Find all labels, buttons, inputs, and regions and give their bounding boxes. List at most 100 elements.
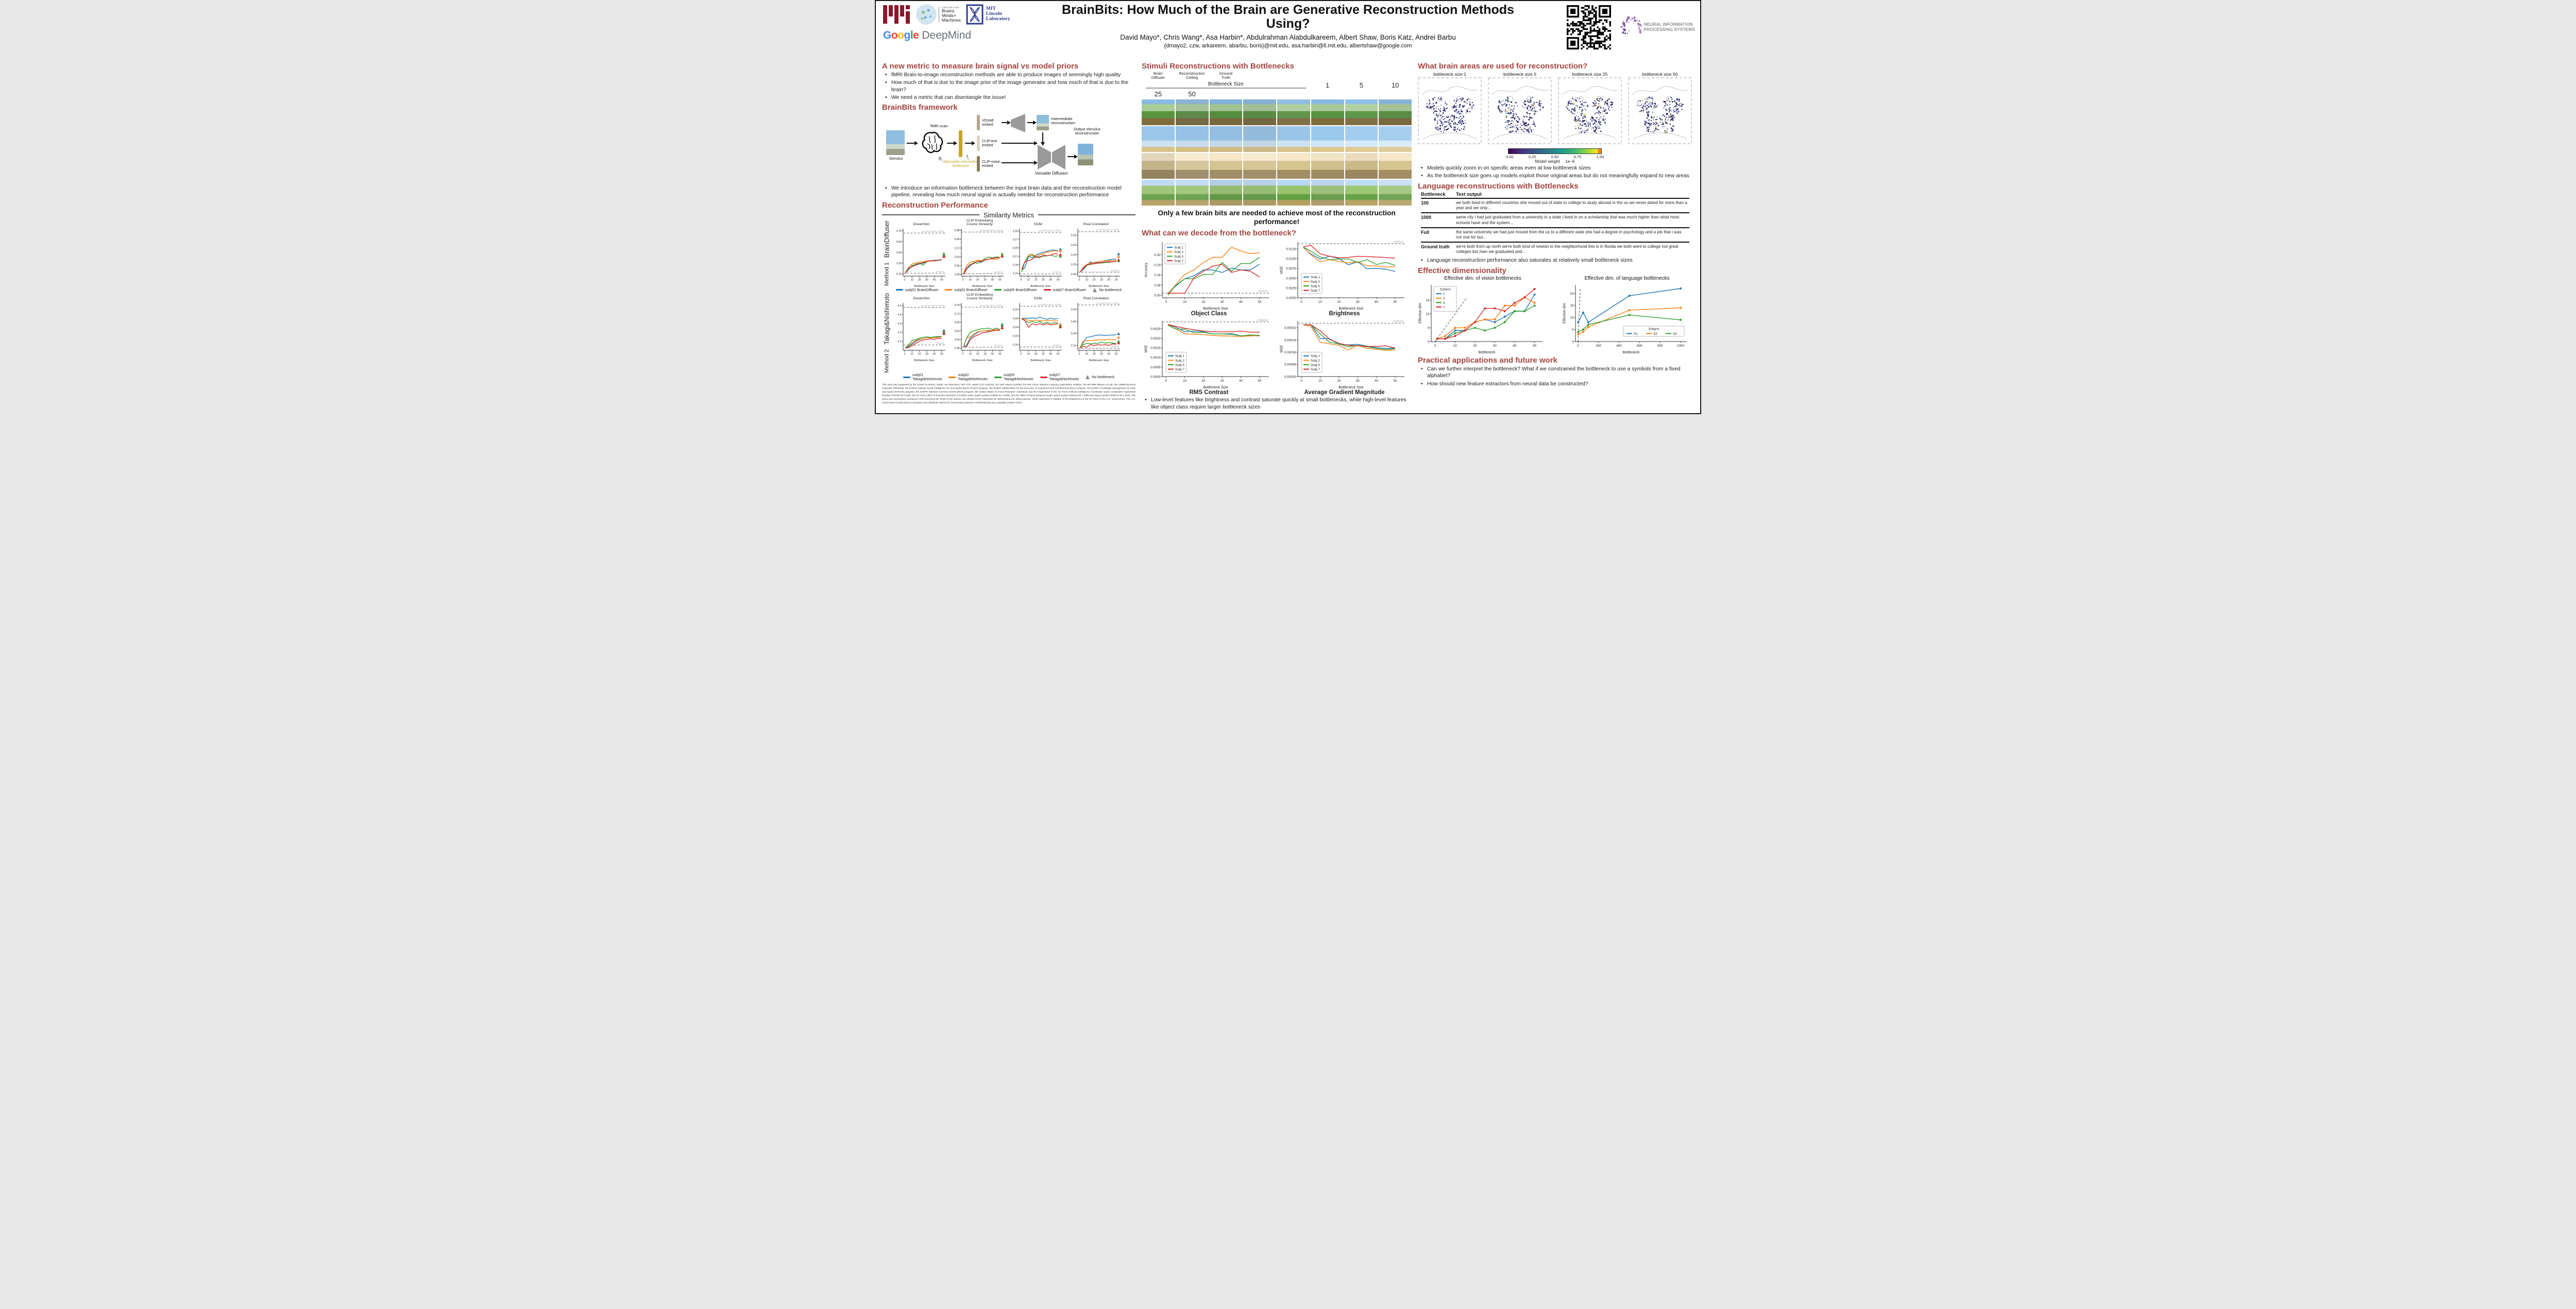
heading-effective-dim: Effective dimensionality (1418, 266, 1506, 275)
svg-text:30: 30 (1100, 352, 1103, 355)
svg-text:0.0020: 0.0020 (1150, 337, 1161, 341)
svg-text:0.0000: 0.0000 (1150, 376, 1161, 379)
mit-logo-icon (883, 5, 910, 24)
svg-text:Subj 2: Subj 2 (1311, 280, 1320, 284)
svg-text:0.0015: 0.0015 (1150, 347, 1161, 350)
svg-text:0.30: 0.30 (896, 262, 902, 265)
svg-text:10: 10 (1027, 352, 1030, 355)
stimulus-cell (1209, 126, 1243, 152)
brain-flatmap-svg (1418, 77, 1482, 144)
svg-text:1000: 1000 (1677, 344, 1685, 348)
bottleneck-size-value: 50 (1188, 90, 1196, 98)
stimulus-cell (1209, 99, 1243, 126)
brain-area-bullets: Models quickly zoom in on specific areas… (1420, 165, 1692, 180)
svg-text:0.72: 0.72 (955, 247, 960, 250)
chart-m2-ssim: SSIM 0.16 0.20 0.24 0.28 0.32 0 10 20 30 40 50 Bottl… (1009, 293, 1067, 373)
svg-text:Subj 7: Subj 7 (1175, 368, 1184, 371)
svg-text:50: 50 (940, 352, 943, 355)
colorbar-gradient (1508, 148, 1602, 154)
chart-caption: RMS Contrast (1189, 389, 1229, 396)
svg-text:30: 30 (1042, 278, 1045, 281)
chart-svg: 0.00 0.15 0.30 0.45 0.60 0 10 20 30 40 50 Bottlenec… (1071, 228, 1121, 288)
svg-text:0: 0 (962, 278, 963, 281)
stimulus-cell (1277, 153, 1310, 179)
language-table: Bottleneck Text output 100 we both lived … (1421, 191, 1690, 256)
heading-future-work: Practical applications and future work (1418, 356, 1557, 365)
versatile-diffusion-label: Versatile Diffusion (1035, 171, 1068, 176)
svg-text:Bottleneck Size: Bottleneck Size (1089, 359, 1109, 362)
svg-text:Subject: Subject (1648, 328, 1659, 331)
svg-text:10: 10 (1085, 352, 1088, 355)
svg-text:40: 40 (1049, 278, 1053, 281)
bottleneck-bar (959, 130, 962, 157)
stimulus-cell (1209, 153, 1243, 179)
svg-text:S3: S3 (1673, 332, 1677, 336)
svg-text:0.6: 0.6 (898, 304, 902, 308)
table-row: 1000 same city i had just graduated from … (1421, 213, 1690, 228)
svg-text:50: 50 (998, 278, 1002, 281)
svg-text:0.80: 0.80 (955, 238, 960, 241)
triangle-icon (1093, 287, 1097, 292)
svg-text:0.64: 0.64 (955, 256, 960, 259)
svg-text:15: 15 (1426, 299, 1430, 302)
svg-text:20: 20 (1093, 278, 1096, 281)
versatile-diffusion-left-shape (1038, 145, 1051, 169)
stimulus-cell (1175, 126, 1209, 152)
intermediate-label: Intermediate reconstruction (1051, 116, 1076, 126)
svg-text:5: 5 (1428, 327, 1430, 330)
svg-text:Effective dim: Effective dim (1563, 303, 1567, 324)
logo-block: CENTER FOR Brains Minds+ Machines MIT Li… (883, 4, 1038, 42)
svg-text:40: 40 (933, 278, 936, 281)
legend-item: subj02 BrainDiffuser (945, 287, 988, 292)
svg-text:200: 200 (1596, 344, 1602, 348)
svg-text:reconstruction ceiling: reconstruction ceiling (1038, 229, 1061, 232)
svg-text:0.60: 0.60 (1071, 308, 1076, 311)
svg-text:40: 40 (1108, 352, 1111, 355)
g-l-label: gL (939, 156, 943, 162)
svg-text:Subj 7: Subj 7 (1311, 289, 1320, 293)
svg-text:0: 0 (962, 352, 963, 355)
cbmm-line: Minds+ (942, 12, 956, 18)
stimulus-cell (1277, 126, 1310, 152)
svg-text:20: 20 (1337, 379, 1341, 383)
brain-flatmap: bottleneck size 50 (1628, 72, 1692, 147)
svg-text:0.16: 0.16 (1013, 344, 1018, 347)
legend-item: subj02 Takagi&Nishimoto (948, 373, 988, 381)
left-column: A new metric to measure brain signal vs … (882, 60, 1136, 405)
brain-maps-row: bottleneck size 1 bottleneck size 5 bott… (1418, 72, 1692, 147)
key-statement: Only a few brain bits are needed to achi… (1158, 209, 1396, 226)
cbmm-sphere-icon (916, 4, 937, 25)
svg-text:10: 10 (1318, 300, 1323, 304)
svg-text:10: 10 (1426, 313, 1430, 316)
arrow-icon (1067, 154, 1078, 159)
stimulus-cell (1243, 180, 1276, 206)
svg-text:400: 400 (1616, 344, 1622, 348)
chart-m1-ssim: SSIM 0.15 0.18 0.21 0.24 0.27 0.30 0 10 20 30 40 50 B… (1009, 219, 1067, 288)
svg-text:30: 30 (925, 352, 928, 355)
similarity-metrics-header: Similarity Metrics (882, 211, 1136, 219)
svg-text:50: 50 (1258, 300, 1262, 304)
svg-text:30: 30 (1356, 300, 1360, 304)
stimulus-cell (1142, 153, 1175, 179)
svg-text:random: random (994, 344, 1003, 346)
svg-text:Bottleneck: Bottleneck (1479, 351, 1496, 354)
legend-swatch (994, 289, 1002, 291)
svg-text:40: 40 (991, 352, 994, 355)
brain-icon (922, 131, 943, 154)
fmri-label: fMRI scan (930, 124, 948, 128)
bullet-item: How should new feature extractors from n… (1421, 381, 1692, 388)
stimulus-cell (1243, 126, 1276, 152)
stimulus-cell (1142, 180, 1175, 206)
svg-text:0.66: 0.66 (955, 321, 960, 324)
svg-text:20: 20 (1035, 352, 1038, 355)
legend-item: subj07 BrainDiffuser (1043, 287, 1086, 292)
svg-text:0: 0 (1577, 344, 1579, 348)
legend-item: subj07 Takagi&Nishimoto (1040, 373, 1079, 381)
arrow-icon (907, 141, 918, 146)
svg-text:0.45: 0.45 (896, 251, 902, 254)
svg-text:20: 20 (976, 352, 979, 355)
svg-text:10: 10 (1570, 316, 1574, 320)
clip-text-bar (977, 135, 980, 151)
legend-item: subj05 Takagi&Nishimoto (994, 373, 1033, 381)
